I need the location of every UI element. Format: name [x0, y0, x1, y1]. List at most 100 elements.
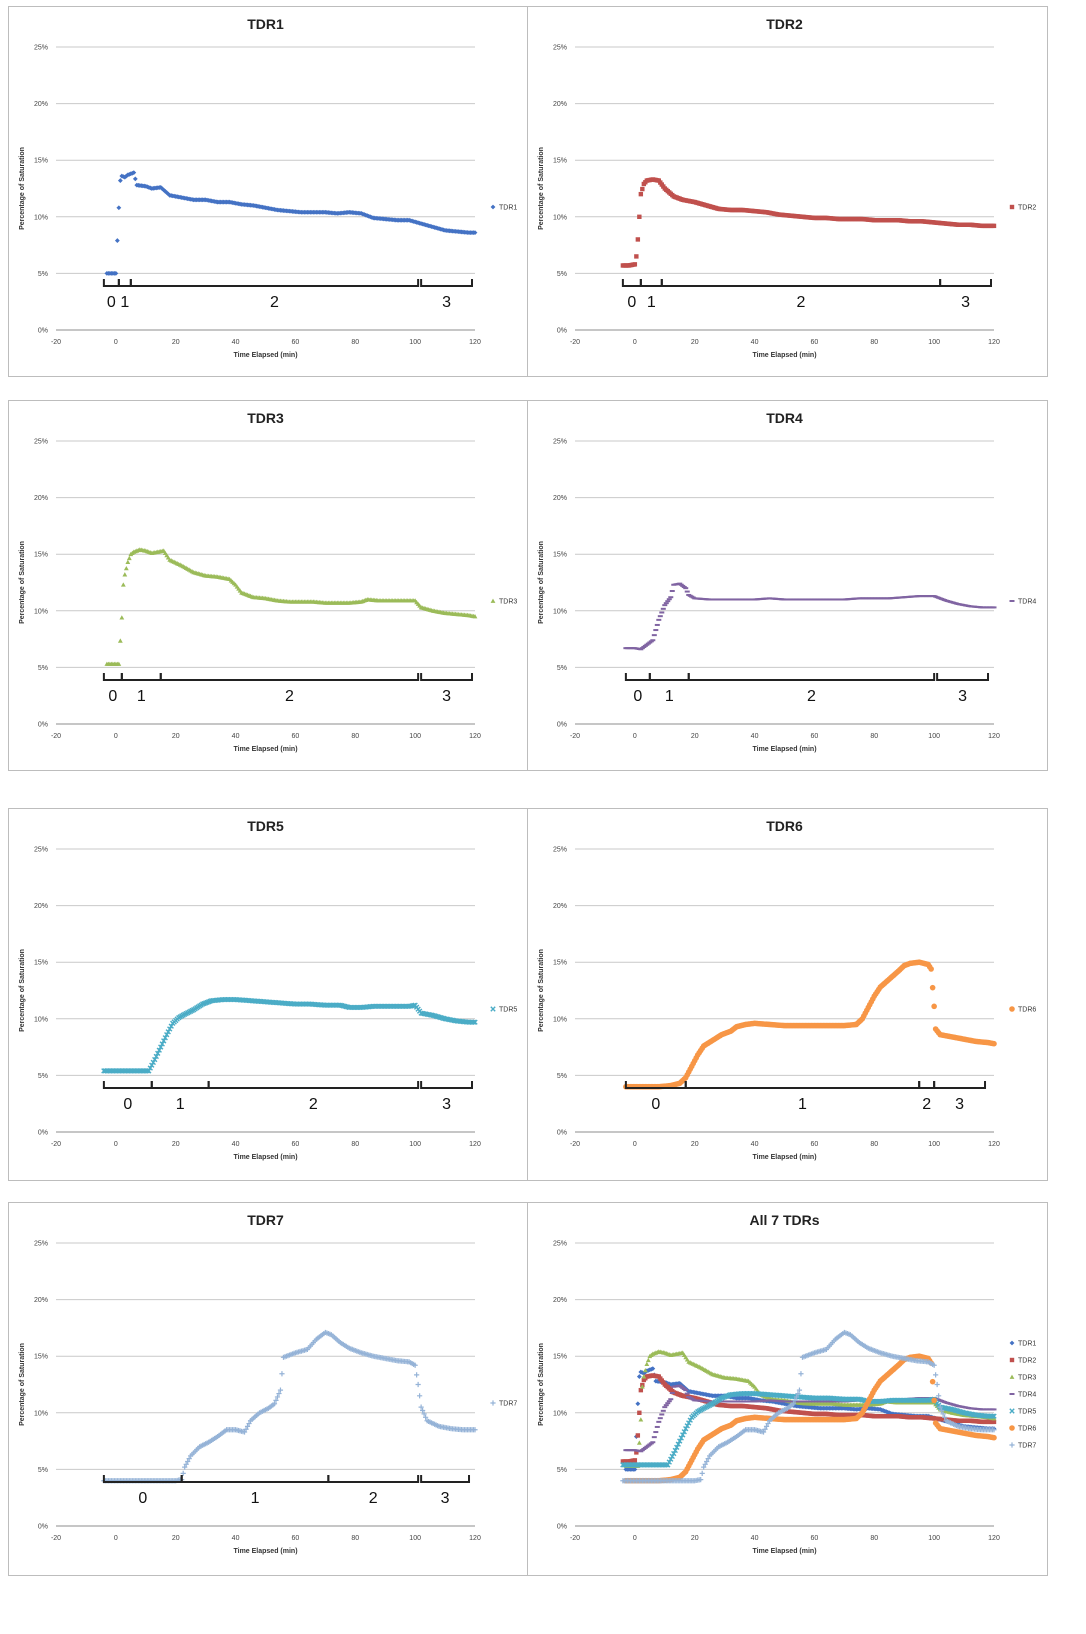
x-tick-label: 0: [114, 339, 118, 346]
y-tick-label: 25%: [553, 439, 567, 446]
legend-item: TDR5: [1009, 1408, 1036, 1416]
x-tick-label: 80: [870, 339, 878, 346]
x-tick-label: -20: [570, 1141, 580, 1148]
x-tick-label: 20: [172, 733, 180, 740]
x-axis-label: Time Elapsed (min): [752, 746, 816, 753]
y-tick-label: 15%: [553, 552, 567, 559]
data-point: [180, 1470, 186, 1476]
x-tick-label: 120: [988, 339, 1000, 346]
legend-item: TDR5: [490, 1006, 517, 1014]
data-point: [418, 1404, 424, 1410]
data-point: [934, 1381, 940, 1388]
phase-bracket: [102, 279, 120, 287]
y-tick-label: 15%: [34, 552, 48, 559]
data-point: [147, 1065, 153, 1071]
data-point: [793, 1394, 800, 1400]
data-point: [638, 1387, 644, 1393]
phase-label: 0: [107, 294, 116, 311]
chart-title: TDR1: [247, 16, 284, 32]
data-point: [167, 1026, 173, 1032]
y-tick-label: 10%: [553, 608, 567, 615]
phase-bracket: [159, 673, 420, 681]
x-tick-label: -20: [51, 1535, 61, 1542]
x-tick-label: 80: [351, 733, 359, 740]
y-tick-label: 20%: [34, 495, 48, 502]
x-tick-label: 100: [409, 339, 421, 346]
legend-label: TDR6: [1018, 1007, 1036, 1014]
x-tick-label: 40: [751, 733, 759, 740]
legend-label: TDR4: [1018, 1392, 1036, 1399]
data-point: [686, 1420, 692, 1426]
phase-label: 0: [633, 688, 642, 705]
chart-panel: TDR5 0% 5% 10% 15% 20% 25% -20 0 20 40 60 80 100 120 Ti…: [8, 808, 529, 1181]
x-tick-label: 100: [928, 1141, 940, 1148]
y-tick-label: 20%: [553, 1297, 567, 1304]
x-tick-label: 0: [633, 339, 637, 346]
x-tick-label: 80: [870, 733, 878, 740]
data-point: [762, 1426, 768, 1432]
legend-item: TDR4: [1009, 599, 1036, 606]
x-tick-label: 120: [469, 733, 481, 740]
phase-bracket: [207, 1081, 420, 1089]
data-point: [668, 1456, 674, 1462]
y-tick-label: 5%: [38, 1467, 48, 1474]
x-tick-label: -20: [570, 1535, 580, 1542]
legend-label: TDR5: [499, 1007, 517, 1014]
phase-label: 3: [955, 1096, 964, 1113]
data-point: [931, 1397, 937, 1404]
legend-item: TDR3: [1009, 1375, 1036, 1382]
chart-panel: TDR4 0% 5% 10% 15% 20% 25% -20 0 20 40 60 80 100 120 Ti…: [527, 400, 1048, 771]
x-tick-label: 100: [928, 339, 940, 346]
legend-item: TDR6: [1009, 1425, 1036, 1433]
y-axis-label: Percentage of Saturation: [19, 949, 26, 1032]
y-axis-label: Percentage of Saturation: [538, 949, 545, 1032]
phase-bracket: [936, 673, 990, 681]
y-axis-label: Percentage of Saturation: [538, 1343, 545, 1426]
data-point: [415, 1381, 421, 1388]
legend-label: TDR2: [1018, 205, 1036, 212]
y-tick-label: 5%: [557, 271, 567, 278]
y-tick-label: 10%: [34, 1016, 48, 1023]
phase-bracket: [120, 673, 162, 681]
phase-label: 1: [137, 688, 146, 705]
data-point: [271, 1401, 278, 1407]
data-point: [417, 1393, 423, 1399]
y-tick-label: 20%: [34, 1297, 48, 1304]
phase-label: 1: [798, 1096, 807, 1113]
data-point: [792, 1397, 798, 1403]
data-point: [665, 1462, 671, 1468]
data-point: [674, 1444, 680, 1451]
legend-label: TDR7: [499, 1401, 517, 1408]
legend-marker: [490, 598, 496, 603]
y-axis-label: Percentage of Saturation: [19, 147, 26, 230]
data-point: [119, 615, 125, 620]
series-tdr6: [623, 959, 997, 1090]
phase-label: 1: [251, 1490, 260, 1507]
x-tick-label: 40: [232, 1535, 240, 1542]
phase-label: 1: [176, 1096, 185, 1113]
phase-label: 2: [797, 294, 806, 311]
data-point: [159, 1041, 165, 1047]
y-tick-label: 5%: [557, 1467, 567, 1474]
series-tdr4: [623, 582, 997, 651]
x-tick-label: -20: [570, 733, 580, 740]
phase-label: 2: [285, 688, 294, 705]
x-tick-label: 100: [928, 733, 940, 740]
x-tick-label: 20: [691, 733, 699, 740]
data-point: [991, 1427, 997, 1433]
x-tick-label: 0: [633, 1535, 637, 1542]
phase-bracket: [420, 1475, 471, 1483]
data-point: [146, 1068, 152, 1074]
data-point: [279, 1371, 285, 1377]
data-point: [244, 1423, 251, 1429]
legend-item: TDR1: [490, 205, 517, 212]
y-tick-label: 20%: [553, 903, 567, 910]
data-point: [126, 555, 132, 561]
y-tick-label: 10%: [553, 1016, 567, 1023]
phase-bracket: [933, 1081, 987, 1089]
data-point: [158, 1044, 164, 1050]
y-tick-label: 0%: [557, 1524, 567, 1531]
data-point: [687, 1417, 693, 1423]
y-tick-label: 0%: [38, 722, 48, 729]
